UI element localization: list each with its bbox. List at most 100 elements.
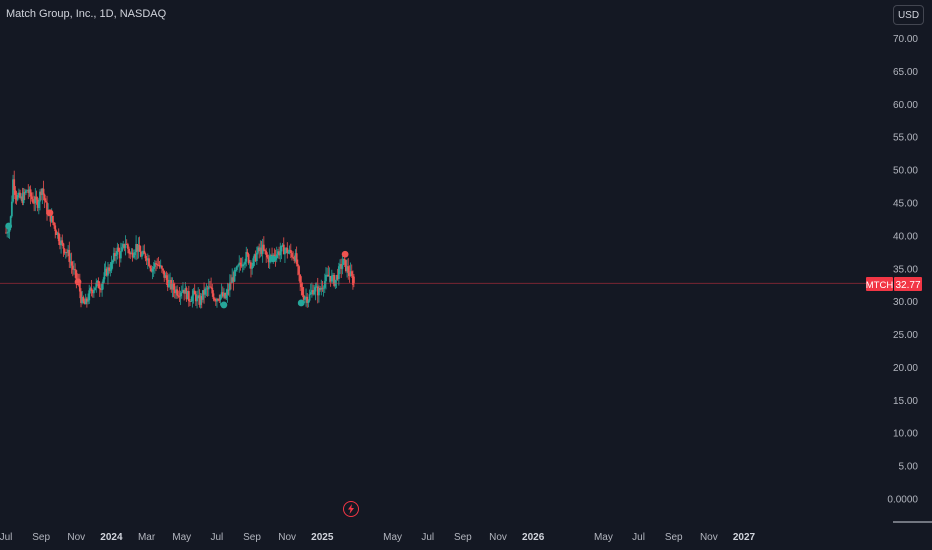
candle-body <box>322 287 325 289</box>
candle-body <box>36 199 39 208</box>
candle-body <box>19 192 21 199</box>
candle-body <box>49 211 52 222</box>
candle-body <box>288 249 291 253</box>
candle-body <box>149 265 152 269</box>
candle-body <box>87 300 89 302</box>
candle-body <box>96 280 99 283</box>
candle-body <box>353 276 355 284</box>
sell-signal-marker[interactable] <box>74 278 82 286</box>
buy-signal-marker[interactable] <box>269 255 277 263</box>
candle-body <box>21 196 24 203</box>
price-tick-label: 35.00 <box>893 264 918 275</box>
symbol-title[interactable]: Match Group, Inc., 1D, NASDAQ <box>6 8 167 20</box>
candle-body <box>175 289 177 294</box>
candle-body <box>326 274 329 276</box>
event-marker[interactable] <box>343 501 359 517</box>
candle-body <box>173 289 176 294</box>
candle-body <box>30 196 33 200</box>
candle-body <box>210 286 213 288</box>
candle-body <box>306 296 309 303</box>
candle-body <box>344 260 347 272</box>
sell-signal-marker[interactable] <box>46 209 54 217</box>
buy-signal-marker[interactable] <box>220 301 228 309</box>
candle-body <box>50 215 53 222</box>
candle-body <box>159 265 162 267</box>
candle-body <box>258 247 261 252</box>
candle-body <box>333 275 336 286</box>
candle-body <box>90 288 93 292</box>
candle-body <box>219 295 222 300</box>
lightning-icon <box>348 504 354 514</box>
candle-body <box>187 291 190 302</box>
candle-body <box>321 287 324 289</box>
candle-body <box>93 289 95 294</box>
candle-body <box>124 244 127 248</box>
time-tick-label: Nov <box>67 532 85 543</box>
time-tick-label: May <box>594 532 613 543</box>
candle-body <box>349 271 352 276</box>
candle-body <box>223 293 225 297</box>
candle-body <box>177 295 180 297</box>
candle-body <box>308 294 311 301</box>
candle-body <box>240 264 243 267</box>
candle-body <box>61 240 64 244</box>
price-tag-value: 32.77 <box>895 280 920 291</box>
candle-body <box>157 264 160 266</box>
price-tick-label: 10.00 <box>893 429 918 440</box>
price-axis[interactable]: 70.00 65.00 60.00 55.00 50.00 45.00 40.00 35.00… <box>887 34 918 506</box>
time-tick-label: 2027 <box>733 532 756 543</box>
candle-body <box>294 253 297 261</box>
candle-body <box>35 196 38 200</box>
candle-body <box>81 297 84 303</box>
candle-body <box>267 257 270 263</box>
time-axis[interactable]: Jul Sep Nov 2024 Mar May Jul Sep Nov 2025 May Jul Se… <box>0 532 756 543</box>
candle-body <box>329 275 332 282</box>
candle-body <box>312 290 314 295</box>
candle-body <box>59 241 61 246</box>
candle-body <box>253 254 256 259</box>
candle-body <box>130 252 133 254</box>
candle-body <box>126 244 129 249</box>
candle-body <box>275 254 278 259</box>
candle-body <box>319 288 321 290</box>
price-tick-label: 45.00 <box>893 198 918 209</box>
candle-body <box>152 266 155 269</box>
candle-body <box>122 244 125 248</box>
candle-body <box>199 296 202 305</box>
candle-body <box>102 279 105 284</box>
candle-body <box>125 244 128 245</box>
sell-signal-marker[interactable] <box>341 250 349 258</box>
candle-body <box>346 266 348 272</box>
buy-signal-marker[interactable] <box>5 222 13 230</box>
candle-body <box>51 215 54 223</box>
candle-body <box>291 253 293 258</box>
candle-body <box>206 288 209 290</box>
candle-body <box>243 264 245 266</box>
candle-body <box>88 290 91 301</box>
candle-body <box>162 268 164 271</box>
candle-body <box>82 297 85 302</box>
time-tick-label: Sep <box>454 532 472 543</box>
candle-body <box>301 287 304 296</box>
candle-body <box>68 249 71 262</box>
candle-body <box>315 286 318 288</box>
candle-body <box>163 270 166 278</box>
currency-label: USD <box>897 9 920 21</box>
time-tick-label: Jul <box>421 532 434 543</box>
candle-body <box>42 188 45 195</box>
candle-body <box>75 270 78 280</box>
buy-signal-marker[interactable] <box>297 299 305 307</box>
candle-body <box>46 202 48 215</box>
currency-button[interactable]: USD <box>893 5 924 25</box>
candle-body <box>248 262 251 264</box>
candle-body <box>234 269 237 271</box>
candle-body <box>6 232 9 234</box>
candle-body <box>213 298 216 301</box>
candle-body <box>164 275 167 278</box>
candle-body <box>117 247 120 252</box>
candle-body <box>150 268 153 272</box>
candle-body <box>29 189 32 197</box>
candle-body <box>302 295 305 300</box>
time-tick-label: Mar <box>138 532 156 543</box>
